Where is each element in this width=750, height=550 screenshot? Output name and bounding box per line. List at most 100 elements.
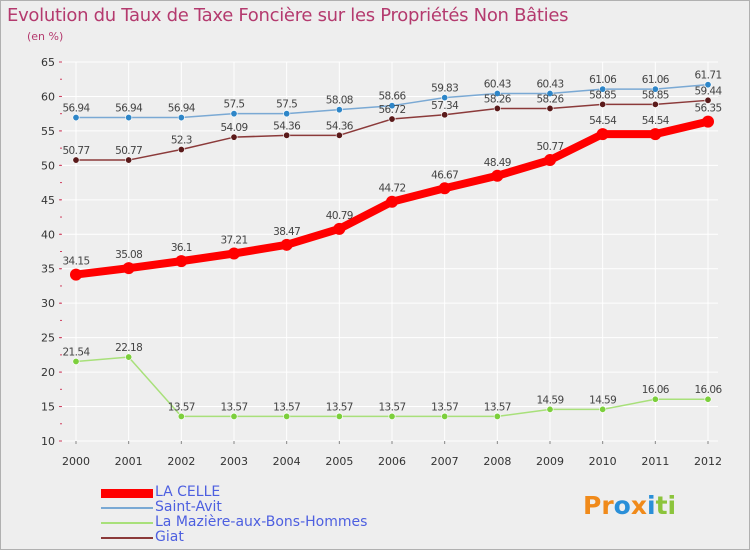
legend-label: La Mazière-aux-Bons-Hommes <box>155 514 368 530</box>
data-point <box>122 262 135 275</box>
data-label: 46.67 <box>431 169 458 181</box>
proxiti-logo: Proxiti <box>583 491 676 520</box>
data-point <box>493 104 501 112</box>
data-point <box>441 111 449 119</box>
data-point <box>333 222 346 235</box>
y-tick-label: 50 <box>41 159 55 172</box>
data-label: 56.94 <box>62 103 90 115</box>
data-label: 13.57 <box>326 401 353 413</box>
logo-letter: P <box>583 491 602 520</box>
data-point <box>546 104 554 112</box>
legend-label: LA CELLE <box>155 484 221 500</box>
x-tick-label: 2010 <box>589 455 617 468</box>
data-point <box>704 96 712 104</box>
data-point <box>335 131 343 139</box>
data-label: 16.06 <box>694 384 722 396</box>
x-tick-label: 2008 <box>483 455 511 468</box>
y-tick-label: 15 <box>41 401 55 414</box>
data-point <box>70 268 82 281</box>
data-point <box>704 81 712 89</box>
data-label: 38.47 <box>273 226 300 238</box>
data-label: 13.57 <box>273 401 300 413</box>
data-label: 54.54 <box>642 115 670 127</box>
data-label: 44.72 <box>378 183 405 195</box>
data-label: 13.57 <box>220 401 247 413</box>
y-tick-label: 25 <box>41 332 55 345</box>
data-point <box>125 156 133 164</box>
data-label: 21.54 <box>62 346 90 358</box>
data-label: 13.57 <box>378 401 405 413</box>
x-tick-label: 2000 <box>62 455 90 468</box>
data-label: 59.44 <box>694 85 722 97</box>
data-label: 56.35 <box>694 103 721 115</box>
data-point <box>651 100 659 108</box>
legend-label: Saint-Avit <box>155 499 222 515</box>
data-point <box>546 89 554 97</box>
data-label: 36.1 <box>171 242 192 254</box>
data-label: 40.79 <box>326 210 353 222</box>
label-layer: 56.94 56.94 56.94 57.5 57.5 58.08 58.66 59.83 60… <box>62 70 723 414</box>
x-tick-label: 2003 <box>220 455 248 468</box>
data-point <box>546 405 554 413</box>
data-label: 16.06 <box>642 384 670 396</box>
legend-label: Giat <box>155 529 184 545</box>
data-label: 60.43 <box>536 78 563 90</box>
data-label: 50.77 <box>536 141 563 153</box>
data-label: 59.83 <box>431 83 458 95</box>
data-point <box>388 115 396 123</box>
logo-letter: i <box>647 491 656 520</box>
grid-layer <box>61 61 718 442</box>
data-point <box>177 146 185 154</box>
x-tick-label: 2001 <box>115 455 143 468</box>
y-tick-label: 55 <box>41 125 55 138</box>
data-point <box>493 89 501 97</box>
logo-letter: t <box>655 491 668 520</box>
data-point <box>649 128 662 141</box>
chart-title: Evolution du Taux de Taxe Foncière sur l… <box>7 5 569 26</box>
data-point <box>72 357 80 365</box>
data-label: 37.21 <box>220 234 247 246</box>
data-label: 35.08 <box>115 249 142 261</box>
data-label: 48.49 <box>484 157 511 169</box>
data-label: 57.5 <box>276 99 297 111</box>
axis-layer: 10 15 20 25 30 35 40 45 50 55 60 65 2000 2001 2002 2003… <box>41 56 722 468</box>
data-point <box>230 110 238 118</box>
data-label: 61.06 <box>589 74 617 86</box>
data-label: 61.06 <box>642 74 670 86</box>
data-point <box>125 114 133 122</box>
y-tick-label: 20 <box>41 366 55 379</box>
data-point <box>228 247 240 260</box>
y-tick-label: 35 <box>41 263 55 276</box>
data-label: 58.08 <box>326 95 353 107</box>
data-point <box>441 94 449 102</box>
series-layer <box>70 81 714 420</box>
data-label: 58.85 <box>642 89 669 101</box>
data-label: 57.34 <box>431 100 459 112</box>
data-point <box>283 131 291 139</box>
data-point <box>125 353 133 361</box>
data-label: 56.94 <box>115 103 143 115</box>
logo-letter: r <box>601 491 614 520</box>
data-point <box>72 114 80 122</box>
data-point <box>599 100 607 108</box>
data-point <box>599 85 607 93</box>
data-label: 61.71 <box>694 70 721 82</box>
data-label: 14.59 <box>589 394 616 406</box>
data-point <box>72 156 80 164</box>
legend-swatch <box>101 488 153 498</box>
data-point <box>596 128 609 141</box>
x-tick-label: 2009 <box>536 455 564 468</box>
data-label: 60.43 <box>484 78 511 90</box>
data-label: 58.26 <box>484 93 512 105</box>
legend-swatch <box>101 507 153 509</box>
legend-swatch <box>101 537 153 539</box>
logo-letter: x <box>630 491 647 520</box>
data-point <box>388 102 396 110</box>
data-label: 58.26 <box>536 93 564 105</box>
data-point <box>230 412 238 420</box>
data-point <box>651 395 659 403</box>
y-tick-label: 30 <box>41 297 55 310</box>
data-label: 56.94 <box>168 103 196 115</box>
data-point <box>544 154 556 167</box>
